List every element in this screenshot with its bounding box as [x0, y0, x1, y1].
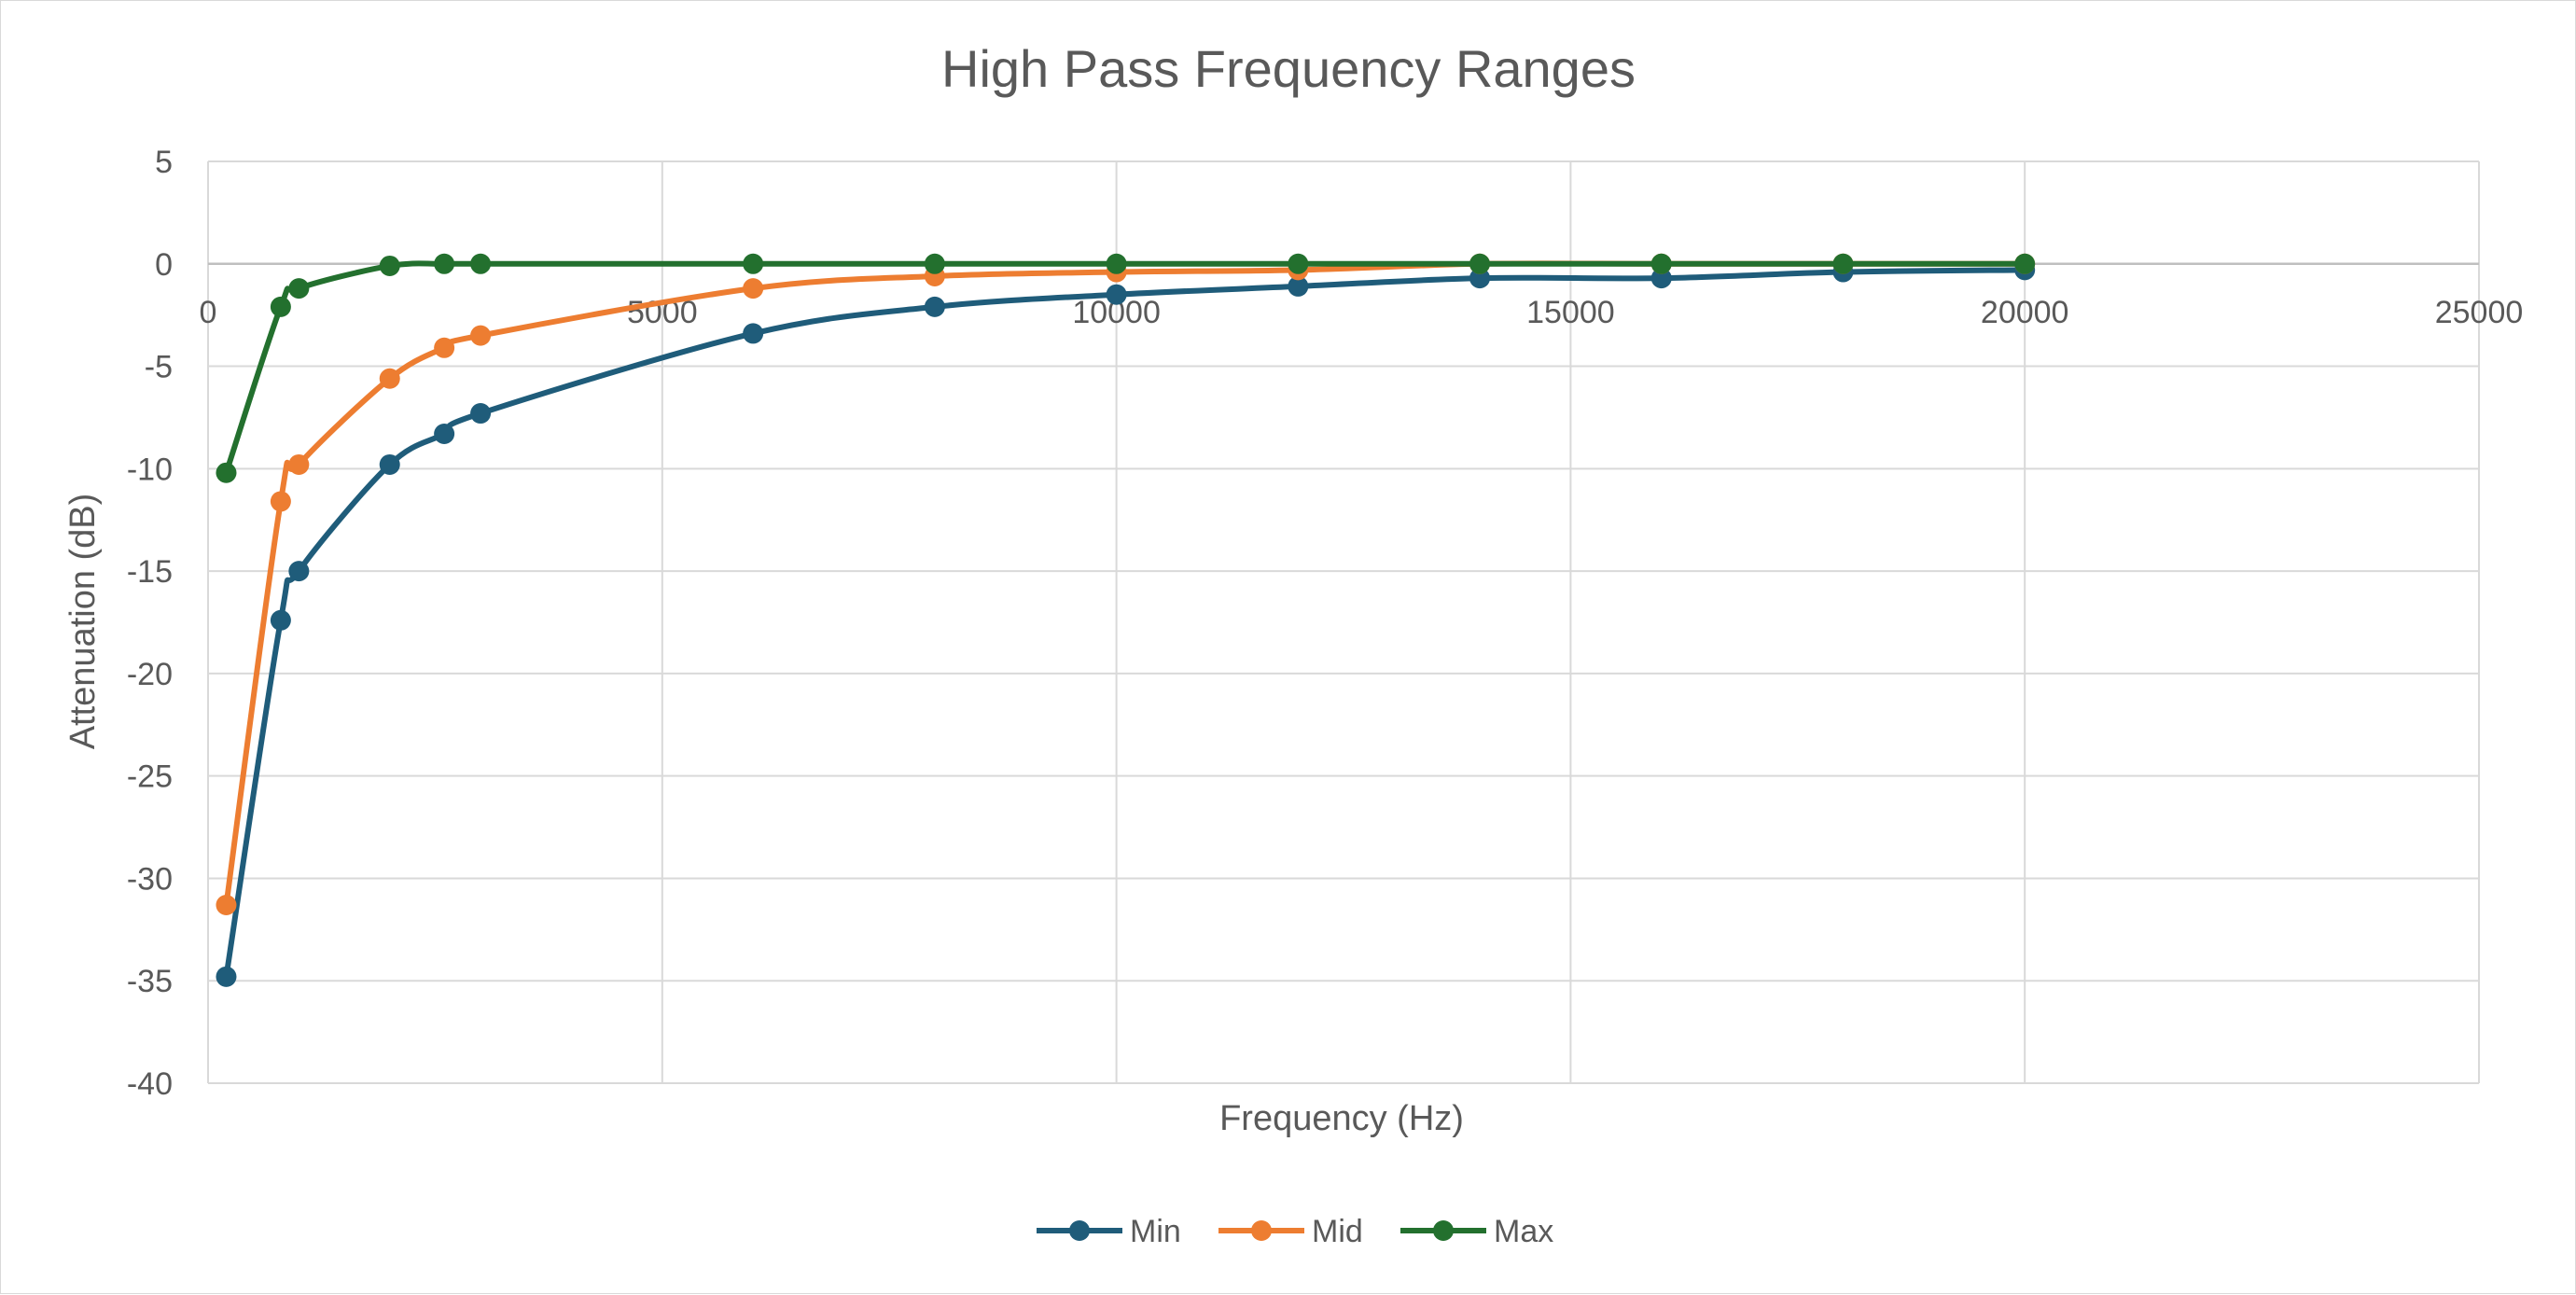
- data-point-max: [216, 462, 237, 483]
- data-point-mid: [434, 337, 455, 358]
- data-point-min: [379, 453, 400, 475]
- y-tick-labels: 5 0 -5 -10 -15 -20 -25 -30 -35 -40: [127, 145, 173, 1102]
- series-mid: [216, 253, 2036, 915]
- data-point-max: [1469, 253, 1491, 274]
- legend-marker-mid: [1251, 1220, 1272, 1241]
- legend-marker-max: [1433, 1220, 1454, 1241]
- legend-marker-min: [1069, 1220, 1090, 1241]
- legend-item-max: Max: [1400, 1214, 1553, 1249]
- x-tick-label: 15000: [1526, 295, 1615, 330]
- data-point-max: [288, 278, 310, 299]
- x-tick-label: 25000: [2435, 295, 2524, 330]
- data-point-max: [379, 255, 400, 276]
- data-point-max: [1288, 253, 1309, 274]
- series-line-min: [223, 267, 2028, 980]
- y-axis-title: Attenuation (dB): [63, 494, 103, 750]
- y-tick-label: -25: [127, 759, 173, 795]
- x-axis-title: Frequency (Hz): [1219, 1099, 1464, 1138]
- legend-label-min: Min: [1130, 1214, 1181, 1249]
- x-tick-label: 20000: [1981, 295, 2069, 330]
- grid: [207, 160, 2480, 1084]
- legend-item-mid: Mid: [1218, 1214, 1363, 1249]
- data-point-min: [743, 323, 764, 344]
- data-point-max: [743, 253, 764, 274]
- data-point-min: [1106, 284, 1127, 305]
- data-point-mid: [288, 453, 310, 475]
- series-max: [216, 253, 2036, 483]
- data-point-min: [216, 966, 237, 987]
- legend-item-min: Min: [1037, 1214, 1181, 1249]
- data-point-mid: [216, 894, 237, 915]
- data-point-min: [1650, 268, 1672, 289]
- data-point-min: [270, 609, 291, 631]
- y-tick-label: -40: [127, 1066, 173, 1102]
- data-point-mid: [470, 325, 492, 346]
- y-tick-label: -5: [145, 350, 173, 385]
- series-layer: [216, 253, 2036, 987]
- y-tick-label: 0: [155, 247, 173, 283]
- y-tick-label: -20: [127, 657, 173, 692]
- y-tick-label: -35: [127, 964, 173, 999]
- legend-label-mid: Mid: [1312, 1214, 1363, 1249]
- data-point-min: [1288, 275, 1309, 297]
- data-point-max: [924, 253, 945, 274]
- data-point-max: [1106, 253, 1127, 274]
- data-point-max: [2014, 253, 2036, 274]
- y-tick-label: -30: [127, 861, 173, 897]
- data-point-mid: [270, 491, 291, 512]
- data-point-mid: [379, 368, 400, 389]
- data-point-max: [1832, 253, 1854, 274]
- data-point-min: [288, 561, 310, 582]
- data-point-min: [434, 424, 455, 445]
- legend: Min Mid Max: [1037, 1214, 1553, 1249]
- y-tick-label: 5: [155, 145, 173, 180]
- series-line-mid: [223, 260, 2028, 908]
- data-point-min: [1469, 268, 1491, 289]
- y-tick-label: -10: [127, 452, 173, 487]
- data-point-max: [470, 253, 492, 274]
- y-tick-label: -15: [127, 554, 173, 590]
- chart-title: High Pass Frequency Ranges: [941, 39, 1636, 98]
- data-point-min: [470, 403, 492, 425]
- data-point-max: [434, 253, 455, 274]
- data-point-max: [1650, 253, 1672, 274]
- data-point-mid: [743, 278, 764, 299]
- series-min: [216, 259, 2036, 987]
- x-tick-label: 0: [200, 295, 217, 330]
- data-point-max: [270, 296, 291, 317]
- data-point-min: [924, 296, 945, 317]
- legend-label-max: Max: [1494, 1214, 1553, 1249]
